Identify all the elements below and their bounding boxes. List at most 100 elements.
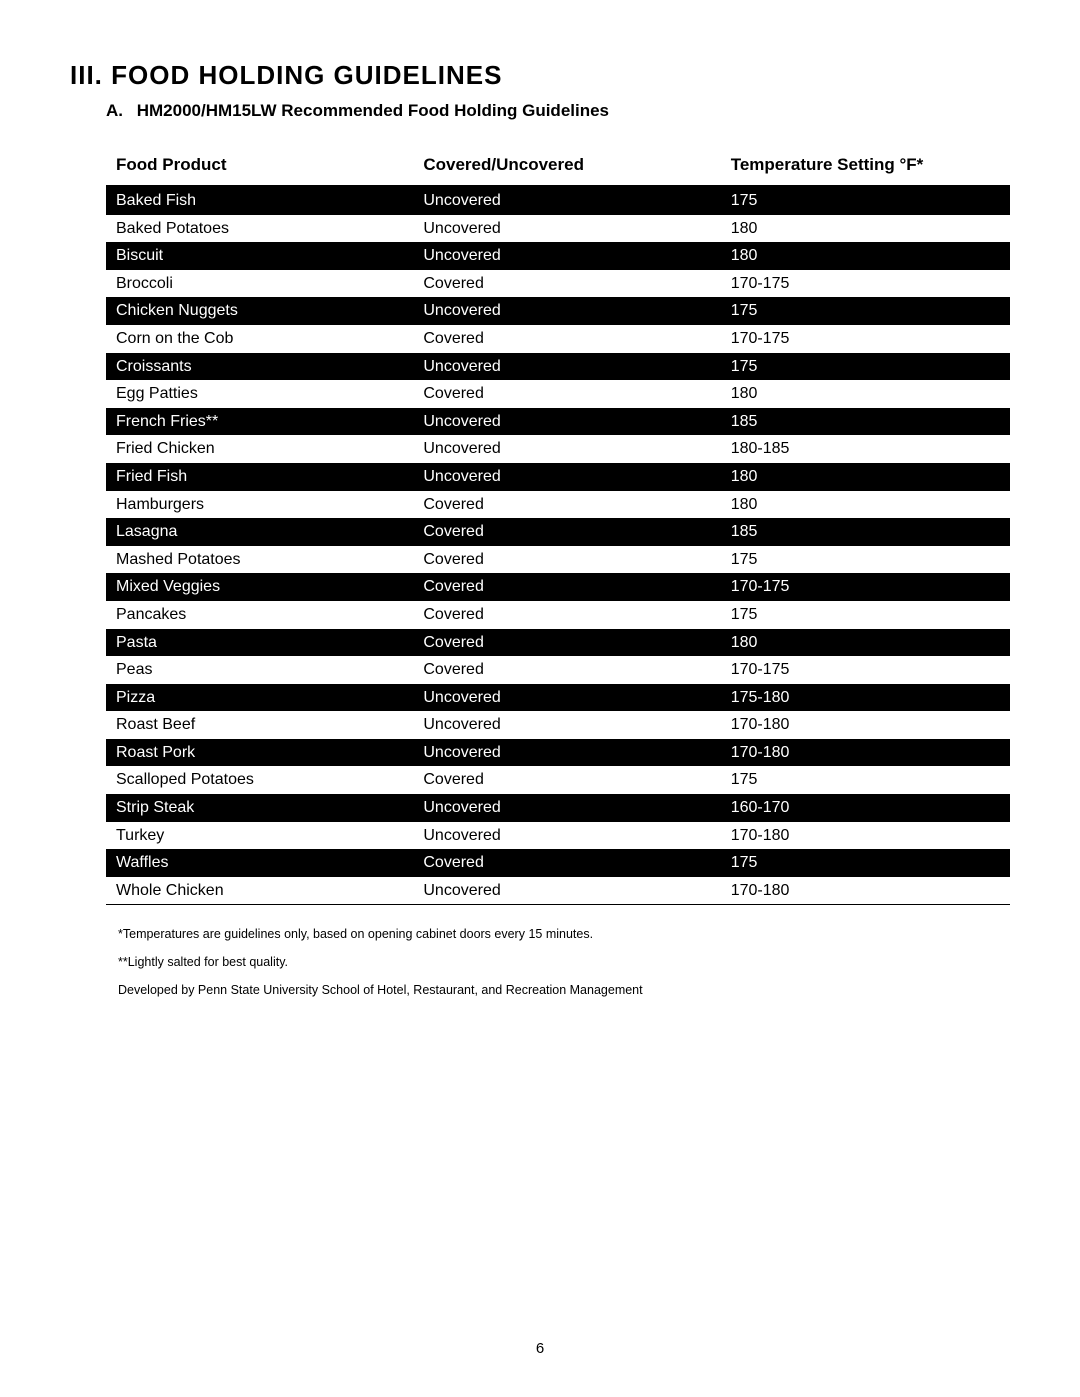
cell-cover: Uncovered [413,822,720,850]
cell-product: Strip Steak [106,794,413,822]
cell-cover: Uncovered [413,186,720,215]
cell-temp: 175 [721,849,1010,877]
cell-temp: 170-180 [721,739,1010,767]
cell-cover: Covered [413,601,720,629]
cell-cover: Uncovered [413,877,720,905]
cell-product: Baked Potatoes [106,215,413,243]
table-row: Egg PattiesCovered180 [106,380,1010,408]
cell-temp: 170-175 [721,656,1010,684]
cell-cover: Covered [413,766,720,794]
table-row: WafflesCovered175 [106,849,1010,877]
col-header-cover: Covered/Uncovered [413,149,720,186]
cell-temp: 180 [721,629,1010,657]
cell-product: Scalloped Potatoes [106,766,413,794]
cell-product: Turkey [106,822,413,850]
cell-product: Broccoli [106,270,413,298]
cell-product: Corn on the Cob [106,325,413,353]
section-title: III. Food Holding Guidelines [70,60,1010,91]
table-row: Strip SteakUncovered160-170 [106,794,1010,822]
table-row: Corn on the CobCovered170-175 [106,325,1010,353]
cell-temp: 180 [721,463,1010,491]
col-header-product: Food Product [106,149,413,186]
cell-cover: Uncovered [413,794,720,822]
cell-cover: Covered [413,491,720,519]
table-header-row: Food Product Covered/Uncovered Temperatu… [106,149,1010,186]
cell-temp: 180-185 [721,435,1010,463]
table-row: BroccoliCovered170-175 [106,270,1010,298]
table-row: Mixed VeggiesCovered170-175 [106,573,1010,601]
cell-cover: Covered [413,546,720,574]
footnotes: *Temperatures are guidelines only, based… [118,927,1010,997]
cell-cover: Covered [413,518,720,546]
subsection-letter: A. [106,101,132,121]
cell-product: Lasagna [106,518,413,546]
cell-temp: 175 [721,186,1010,215]
cell-temp: 170-180 [721,822,1010,850]
cell-product: Pancakes [106,601,413,629]
cell-product: Pasta [106,629,413,657]
table-row: Baked FishUncovered175 [106,186,1010,215]
cell-product: Baked Fish [106,186,413,215]
cell-product: Peas [106,656,413,684]
cell-cover: Covered [413,573,720,601]
subsection-heading: A. HM2000/HM15LW Recommended Food Holdin… [106,101,1010,121]
cell-cover: Covered [413,325,720,353]
cell-temp: 170-175 [721,325,1010,353]
table-row: Fried FishUncovered180 [106,463,1010,491]
cell-cover: Covered [413,380,720,408]
cell-temp: 180 [721,491,1010,519]
document-page: III. Food Holding Guidelines A. HM2000/H… [0,0,1080,1397]
cell-temp: 175 [721,546,1010,574]
cell-cover: Covered [413,849,720,877]
table-row: Baked PotatoesUncovered180 [106,215,1010,243]
footnote: *Temperatures are guidelines only, based… [118,927,1010,941]
cell-product: Egg Patties [106,380,413,408]
cell-temp: 170-175 [721,573,1010,601]
cell-temp: 160-170 [721,794,1010,822]
page-number: 6 [0,1340,1080,1357]
cell-temp: 170-175 [721,270,1010,298]
cell-temp: 175 [721,353,1010,381]
subsection-text: HM2000/HM15LW Recommended Food Holding G… [137,101,609,120]
cell-temp: 170-180 [721,877,1010,905]
cell-cover: Covered [413,656,720,684]
table-row: Chicken NuggetsUncovered175 [106,297,1010,325]
cell-cover: Uncovered [413,297,720,325]
cell-product: Mixed Veggies [106,573,413,601]
col-header-temp: Temperature Setting °F* [721,149,1010,186]
cell-cover: Uncovered [413,215,720,243]
table-row: Fried ChickenUncovered180-185 [106,435,1010,463]
cell-cover: Covered [413,629,720,657]
cell-temp: 180 [721,380,1010,408]
food-holding-table: Food Product Covered/Uncovered Temperatu… [106,149,1010,905]
cell-cover: Uncovered [413,435,720,463]
cell-product: Fried Chicken [106,435,413,463]
cell-product: Waffles [106,849,413,877]
cell-cover: Uncovered [413,353,720,381]
cell-product: Biscuit [106,242,413,270]
cell-product: Fried Fish [106,463,413,491]
cell-product: Hamburgers [106,491,413,519]
table-row: TurkeyUncovered170-180 [106,822,1010,850]
cell-temp: 170-180 [721,711,1010,739]
cell-temp: 180 [721,242,1010,270]
cell-cover: Uncovered [413,242,720,270]
cell-product: Mashed Potatoes [106,546,413,574]
cell-cover: Uncovered [413,739,720,767]
footnote: **Lightly salted for best quality. [118,955,1010,969]
cell-temp: 185 [721,408,1010,436]
table-row: PizzaUncovered175-180 [106,684,1010,712]
table-row: LasagnaCovered185 [106,518,1010,546]
table-row: PastaCovered180 [106,629,1010,657]
cell-product: Whole Chicken [106,877,413,905]
table-row: Mashed PotatoesCovered175 [106,546,1010,574]
cell-temp: 175 [721,601,1010,629]
table-row: Roast BeefUncovered170-180 [106,711,1010,739]
cell-product: Roast Beef [106,711,413,739]
footnote: Developed by Penn State University Schoo… [118,983,1010,997]
cell-cover: Uncovered [413,711,720,739]
table-row: BiscuitUncovered180 [106,242,1010,270]
cell-product: Croissants [106,353,413,381]
cell-temp: 180 [721,215,1010,243]
table-row: PeasCovered170-175 [106,656,1010,684]
